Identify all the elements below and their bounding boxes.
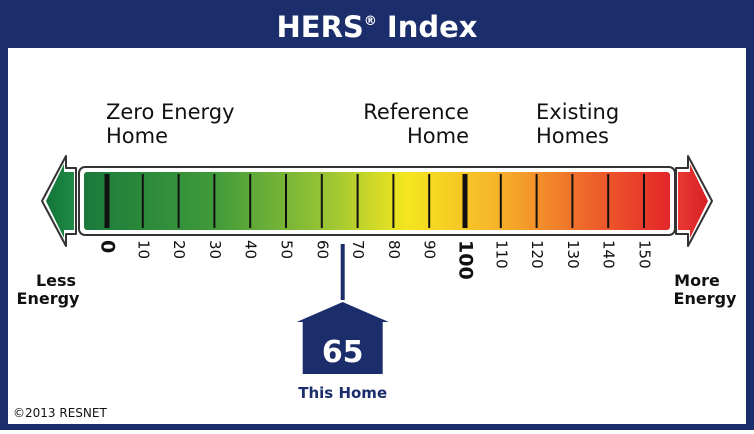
marker-pointer-line <box>340 244 345 300</box>
scale-tick-label-130: 130 <box>564 240 582 269</box>
header-title: HERS® Index <box>277 10 478 44</box>
more-energy-label-line1: More <box>674 271 720 290</box>
scale-tick-label-30: 30 <box>206 240 224 259</box>
scale-tick-label-60: 60 <box>313 240 331 259</box>
zero-energy-label-line1: Zero Energy <box>106 100 235 124</box>
scale-tick-label-150: 150 <box>636 240 654 269</box>
scale-tick-label-0: 0 <box>97 240 119 253</box>
energy-scale-gradient <box>84 172 670 230</box>
reference-home-label-line2: Home <box>407 124 469 148</box>
scale-tick-label-110: 110 <box>492 240 510 269</box>
zero-energy-label-line2: Home <box>106 124 168 148</box>
existing-homes-label-line1: Existing <box>536 100 619 124</box>
home-score-value: 65 <box>322 335 364 370</box>
existing-homes-label-line2: Homes <box>536 124 609 148</box>
reference-home-label-line1: Reference <box>363 100 469 124</box>
scale-tick-label-100: 100 <box>455 240 477 280</box>
more-energy-label-line2: Energy <box>674 289 738 308</box>
less-energy-label-line1: Less <box>36 271 76 290</box>
scale-tick-label-80: 80 <box>385 240 403 259</box>
scale-tick-label-140: 140 <box>600 240 618 269</box>
scale-tick-label-20: 20 <box>170 240 188 259</box>
scale-tick-labels: 0 10 20 30 40 50 60 70 80 90 100 110 120 130 140 150 <box>97 240 654 280</box>
copyright-text: ©2013 RESNET <box>13 406 107 420</box>
house-icon <box>296 302 389 374</box>
this-home-caption: This Home <box>298 384 387 402</box>
scale-tick-label-10: 10 <box>134 240 152 259</box>
less-energy-label-line2: Energy <box>17 289 81 308</box>
scale-tick-label-40: 40 <box>242 240 260 259</box>
this-home-marker: 65 This Home <box>296 244 389 402</box>
scale-ticks <box>104 174 645 228</box>
scale-tick-label-70: 70 <box>349 240 367 259</box>
scale-tick-label-50: 50 <box>278 240 296 259</box>
scale-tick-label-90: 90 <box>421 240 439 259</box>
scale-tick-label-120: 120 <box>528 240 546 269</box>
